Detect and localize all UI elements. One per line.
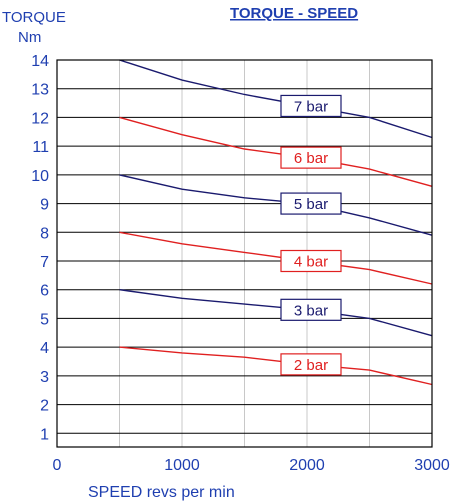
series-line-5-bar bbox=[119, 174, 433, 236]
series-label-6-bar: 6 bar bbox=[280, 146, 342, 169]
series-label-4-bar: 4 bar bbox=[280, 249, 342, 273]
series-line-6-bar bbox=[119, 116, 433, 187]
series-label-7-bar: 7 bar bbox=[280, 94, 342, 118]
y-tick-label: 10 bbox=[31, 168, 49, 185]
x-axis-label: SPEED revs per min bbox=[88, 484, 235, 501]
y-tick-label: 6 bbox=[40, 283, 49, 300]
y-tick-label: 7 bbox=[40, 254, 49, 271]
series-label-box bbox=[280, 146, 342, 169]
chart-title: TORQUE - SPEED bbox=[230, 5, 358, 22]
series-label-box bbox=[280, 94, 342, 118]
series-label-box bbox=[280, 249, 342, 273]
y-tick-label: 9 bbox=[40, 197, 49, 214]
x-tick-label: 3000 bbox=[414, 457, 450, 474]
series-label-2-bar: 2 bar bbox=[280, 353, 342, 376]
y-tick-label: 2 bbox=[40, 398, 49, 415]
y-axis-label-line2: Nm bbox=[18, 29, 41, 46]
y-tick-label: 14 bbox=[31, 53, 49, 70]
series-label-text: 6 bar bbox=[294, 150, 328, 167]
series-labels: 7 bar 6 bar 5 bar 4 bar 3 bar 2 bar bbox=[280, 94, 342, 376]
series-lines bbox=[119, 59, 433, 386]
series-line-7-bar bbox=[119, 59, 433, 139]
series-line-3-bar bbox=[119, 289, 433, 337]
series-line-4-bar bbox=[119, 231, 433, 285]
series-label-text: 3 bar bbox=[294, 302, 328, 319]
y-tick-label: 8 bbox=[40, 225, 49, 242]
y-tick-label: 11 bbox=[32, 139, 49, 156]
y-axis-label-line1: TORQUE bbox=[2, 9, 66, 26]
series-label-5-bar: 5 bar bbox=[280, 192, 342, 215]
series-label-text: 5 bar bbox=[294, 196, 328, 213]
y-tick-label: 3 bbox=[40, 369, 49, 386]
series-label-text: 4 bar bbox=[294, 254, 328, 271]
plot-frame bbox=[56, 59, 433, 448]
x-tick-label: 2000 bbox=[289, 457, 325, 474]
grid bbox=[57, 59, 432, 447]
series-line-2-bar bbox=[119, 346, 433, 386]
series-label-box bbox=[280, 353, 342, 376]
x-tick-label: 0 bbox=[53, 457, 62, 474]
y-tick-label: 4 bbox=[40, 340, 49, 357]
y-tick-label: 1 bbox=[40, 426, 49, 443]
y-tick-label: 13 bbox=[31, 82, 49, 99]
series-label-3-bar: 3 bar bbox=[280, 298, 342, 321]
series-label-text: 2 bar bbox=[294, 357, 328, 374]
series-label-text: 7 bar bbox=[294, 98, 328, 115]
series-label-box bbox=[280, 298, 342, 321]
x-tick-label: 1000 bbox=[164, 457, 200, 474]
series-label-box bbox=[280, 192, 342, 215]
y-tick-label: 12 bbox=[31, 110, 49, 127]
y-tick-label: 5 bbox=[40, 311, 49, 328]
